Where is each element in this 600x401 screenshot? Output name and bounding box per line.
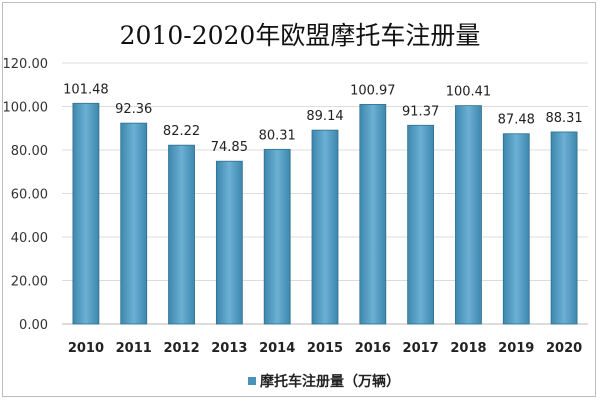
- bar: [72, 102, 100, 325]
- x-tick-label: 2019: [498, 341, 534, 356]
- bar: [550, 131, 578, 325]
- data-label: 101.48: [63, 82, 109, 97]
- data-label: 74.85: [211, 140, 248, 155]
- data-label: 87.48: [498, 113, 535, 128]
- y-tick-label: 120.00: [3, 57, 49, 72]
- bar: [263, 148, 291, 325]
- y-tick-label: 40.00: [11, 231, 48, 246]
- data-label: 88.31: [545, 111, 582, 126]
- data-label: 100.97: [350, 83, 396, 98]
- x-tick-label: 2012: [163, 341, 199, 356]
- bar: [455, 105, 482, 325]
- x-tick-label: 2013: [211, 341, 247, 356]
- bar: [120, 122, 148, 325]
- x-tick-label: 2018: [450, 341, 486, 356]
- data-label: 92.36: [115, 102, 152, 117]
- x-tick-label: 2010: [68, 341, 104, 356]
- chart-frame: [2, 2, 596, 397]
- x-tick-label: 2017: [403, 341, 439, 356]
- y-tick-label: 60.00: [11, 188, 48, 203]
- bar: [215, 160, 243, 325]
- y-tick-label: 80.00: [11, 144, 48, 159]
- chart-title: 2010-2020年欧盟摩托车注册量: [119, 21, 481, 50]
- x-tick-label: 2020: [546, 341, 582, 356]
- bar: [359, 103, 387, 325]
- y-tick-label: 20.00: [11, 275, 48, 290]
- y-tick-label: 0.00: [19, 318, 48, 333]
- data-label: 89.14: [306, 109, 343, 124]
- data-label: 100.41: [446, 85, 492, 100]
- bar: [502, 133, 530, 325]
- data-label: 80.31: [259, 128, 296, 143]
- legend: 摩托车注册量（万辆）: [248, 371, 400, 391]
- x-tick-label: 2016: [355, 341, 391, 356]
- legend-label: 摩托车注册量（万辆）: [260, 374, 400, 390]
- data-label: 82.22: [163, 124, 200, 139]
- x-tick-label: 2014: [259, 341, 295, 356]
- x-tick-label: 2015: [307, 341, 343, 356]
- bar: [168, 144, 195, 325]
- bar: [311, 129, 339, 325]
- x-tick-label: 2011: [116, 341, 152, 356]
- bar: [407, 124, 435, 325]
- y-tick-label: 100.00: [3, 101, 49, 116]
- data-label: 91.37: [402, 104, 439, 119]
- legend-swatch: [248, 377, 256, 385]
